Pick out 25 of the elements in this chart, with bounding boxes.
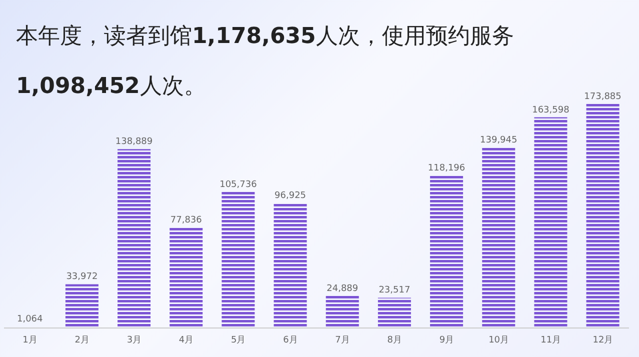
data-label: 96,925 — [274, 191, 306, 202]
x-tick-label: 7月 — [335, 335, 350, 346]
x-tick-label: 2月 — [74, 335, 90, 346]
data-label: 24,889 — [326, 284, 358, 294]
x-tick-label: 9月 — [439, 335, 454, 346]
x-tick-label: 12月 — [592, 335, 614, 346]
data-label: 77,836 — [170, 216, 202, 226]
chart-title: 本年度，读者到馆1,178,635人次，使用预约服务1,098,452人次。 — [16, 24, 514, 99]
x-tick-label: 1月 — [22, 335, 38, 346]
data-label: 33,972 — [66, 272, 98, 282]
data-label: 105,736 — [220, 180, 258, 190]
x-tick-label: 5月 — [231, 335, 246, 346]
x-tick-label: 11月 — [540, 335, 562, 346]
data-label: 118,196 — [428, 164, 466, 174]
data-label: 138,889 — [115, 137, 153, 148]
data-label: 23,517 — [378, 286, 410, 296]
x-tick-label: 4月 — [178, 335, 194, 346]
data-label: 139,945 — [480, 136, 518, 146]
x-tick-label: 6月 — [283, 335, 298, 346]
x-tick-label: 10月 — [488, 335, 510, 346]
x-tick-label: 8月 — [387, 335, 402, 346]
data-label: 163,598 — [532, 105, 570, 116]
data-label: 1,064 — [16, 314, 44, 325]
data-label: 173,885 — [584, 92, 622, 102]
x-tick-label: 3月 — [126, 335, 142, 346]
